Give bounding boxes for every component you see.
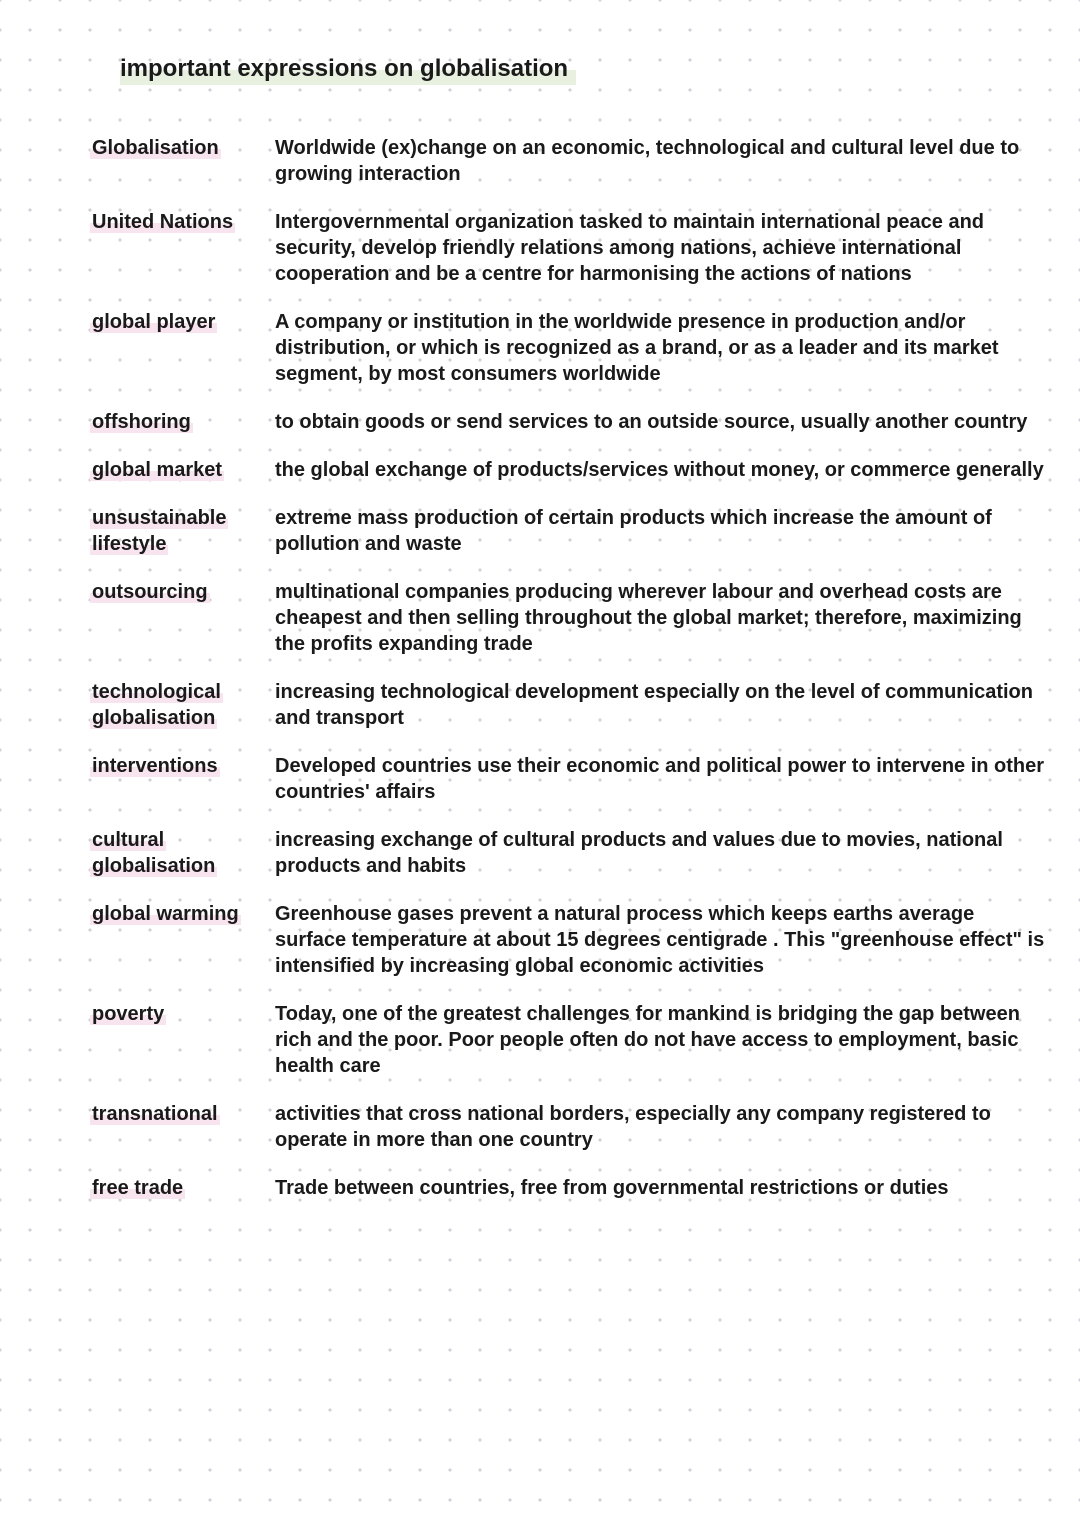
- definition: increasing exchange of cultural products…: [275, 827, 1050, 879]
- term: global market: [90, 457, 255, 483]
- definition-entry: Globalisation Worldwide (ex)change on an…: [90, 135, 1050, 187]
- definition-entry: transnational activities that cross nati…: [90, 1101, 1050, 1153]
- term: unsustainable lifestyle: [90, 505, 255, 557]
- definition: Developed countries use their economic a…: [275, 753, 1050, 805]
- definition-entry: poverty Today, one of the greatest chall…: [90, 1001, 1050, 1079]
- definition: A company or institution in the worldwid…: [275, 309, 1050, 387]
- definition: to obtain goods or send services to an o…: [275, 409, 1050, 435]
- definition: the global exchange of products/services…: [275, 457, 1050, 483]
- term: offshoring: [90, 409, 255, 435]
- definition-entry: global warming Greenhouse gases prevent …: [90, 901, 1050, 979]
- term: technological globalisation: [90, 679, 255, 731]
- term: Globalisation: [90, 135, 255, 161]
- definition-entry: global player A company or institution i…: [90, 309, 1050, 387]
- definition-entry: free trade Trade between countries, free…: [90, 1175, 1050, 1201]
- term: poverty: [90, 1001, 255, 1027]
- definition: Greenhouse gases prevent a natural proce…: [275, 901, 1050, 979]
- definition: Trade between countries, free from gover…: [275, 1175, 1050, 1201]
- definition-entry: technological globalisation increasing t…: [90, 679, 1050, 731]
- definition-entry: outsourcing multinational companies prod…: [90, 579, 1050, 657]
- definition-entry: global market the global exchange of pro…: [90, 457, 1050, 483]
- definition: activities that cross national borders, …: [275, 1101, 1050, 1153]
- definition: Today, one of the greatest challenges fo…: [275, 1001, 1050, 1079]
- definition-entry: interventions Developed countries use th…: [90, 753, 1050, 805]
- definition-entry: offshoring to obtain goods or send servi…: [90, 409, 1050, 435]
- term: cultural globalisation: [90, 827, 255, 879]
- definition: extreme mass production of certain produ…: [275, 505, 1050, 557]
- term: United Nations: [90, 209, 255, 235]
- page-title: important expressions on globalisation: [120, 55, 576, 85]
- definition-entry: cultural globalisation increasing exchan…: [90, 827, 1050, 879]
- term: global player: [90, 309, 255, 335]
- definition-entry: United Nations Intergovernmental organiz…: [90, 209, 1050, 287]
- definition: increasing technological development esp…: [275, 679, 1050, 731]
- definition: multinational companies producing wherev…: [275, 579, 1050, 657]
- term: transnational: [90, 1101, 255, 1127]
- term: outsourcing: [90, 579, 255, 605]
- term: interventions: [90, 753, 255, 779]
- term: free trade: [90, 1175, 255, 1201]
- term: global warming: [90, 901, 255, 927]
- definition-list: Globalisation Worldwide (ex)change on an…: [90, 135, 1050, 1201]
- definition: Worldwide (ex)change on an economic, tec…: [275, 135, 1050, 187]
- definition: Intergovernmental organization tasked to…: [275, 209, 1050, 287]
- definition-entry: unsustainable lifestyle extreme mass pro…: [90, 505, 1050, 557]
